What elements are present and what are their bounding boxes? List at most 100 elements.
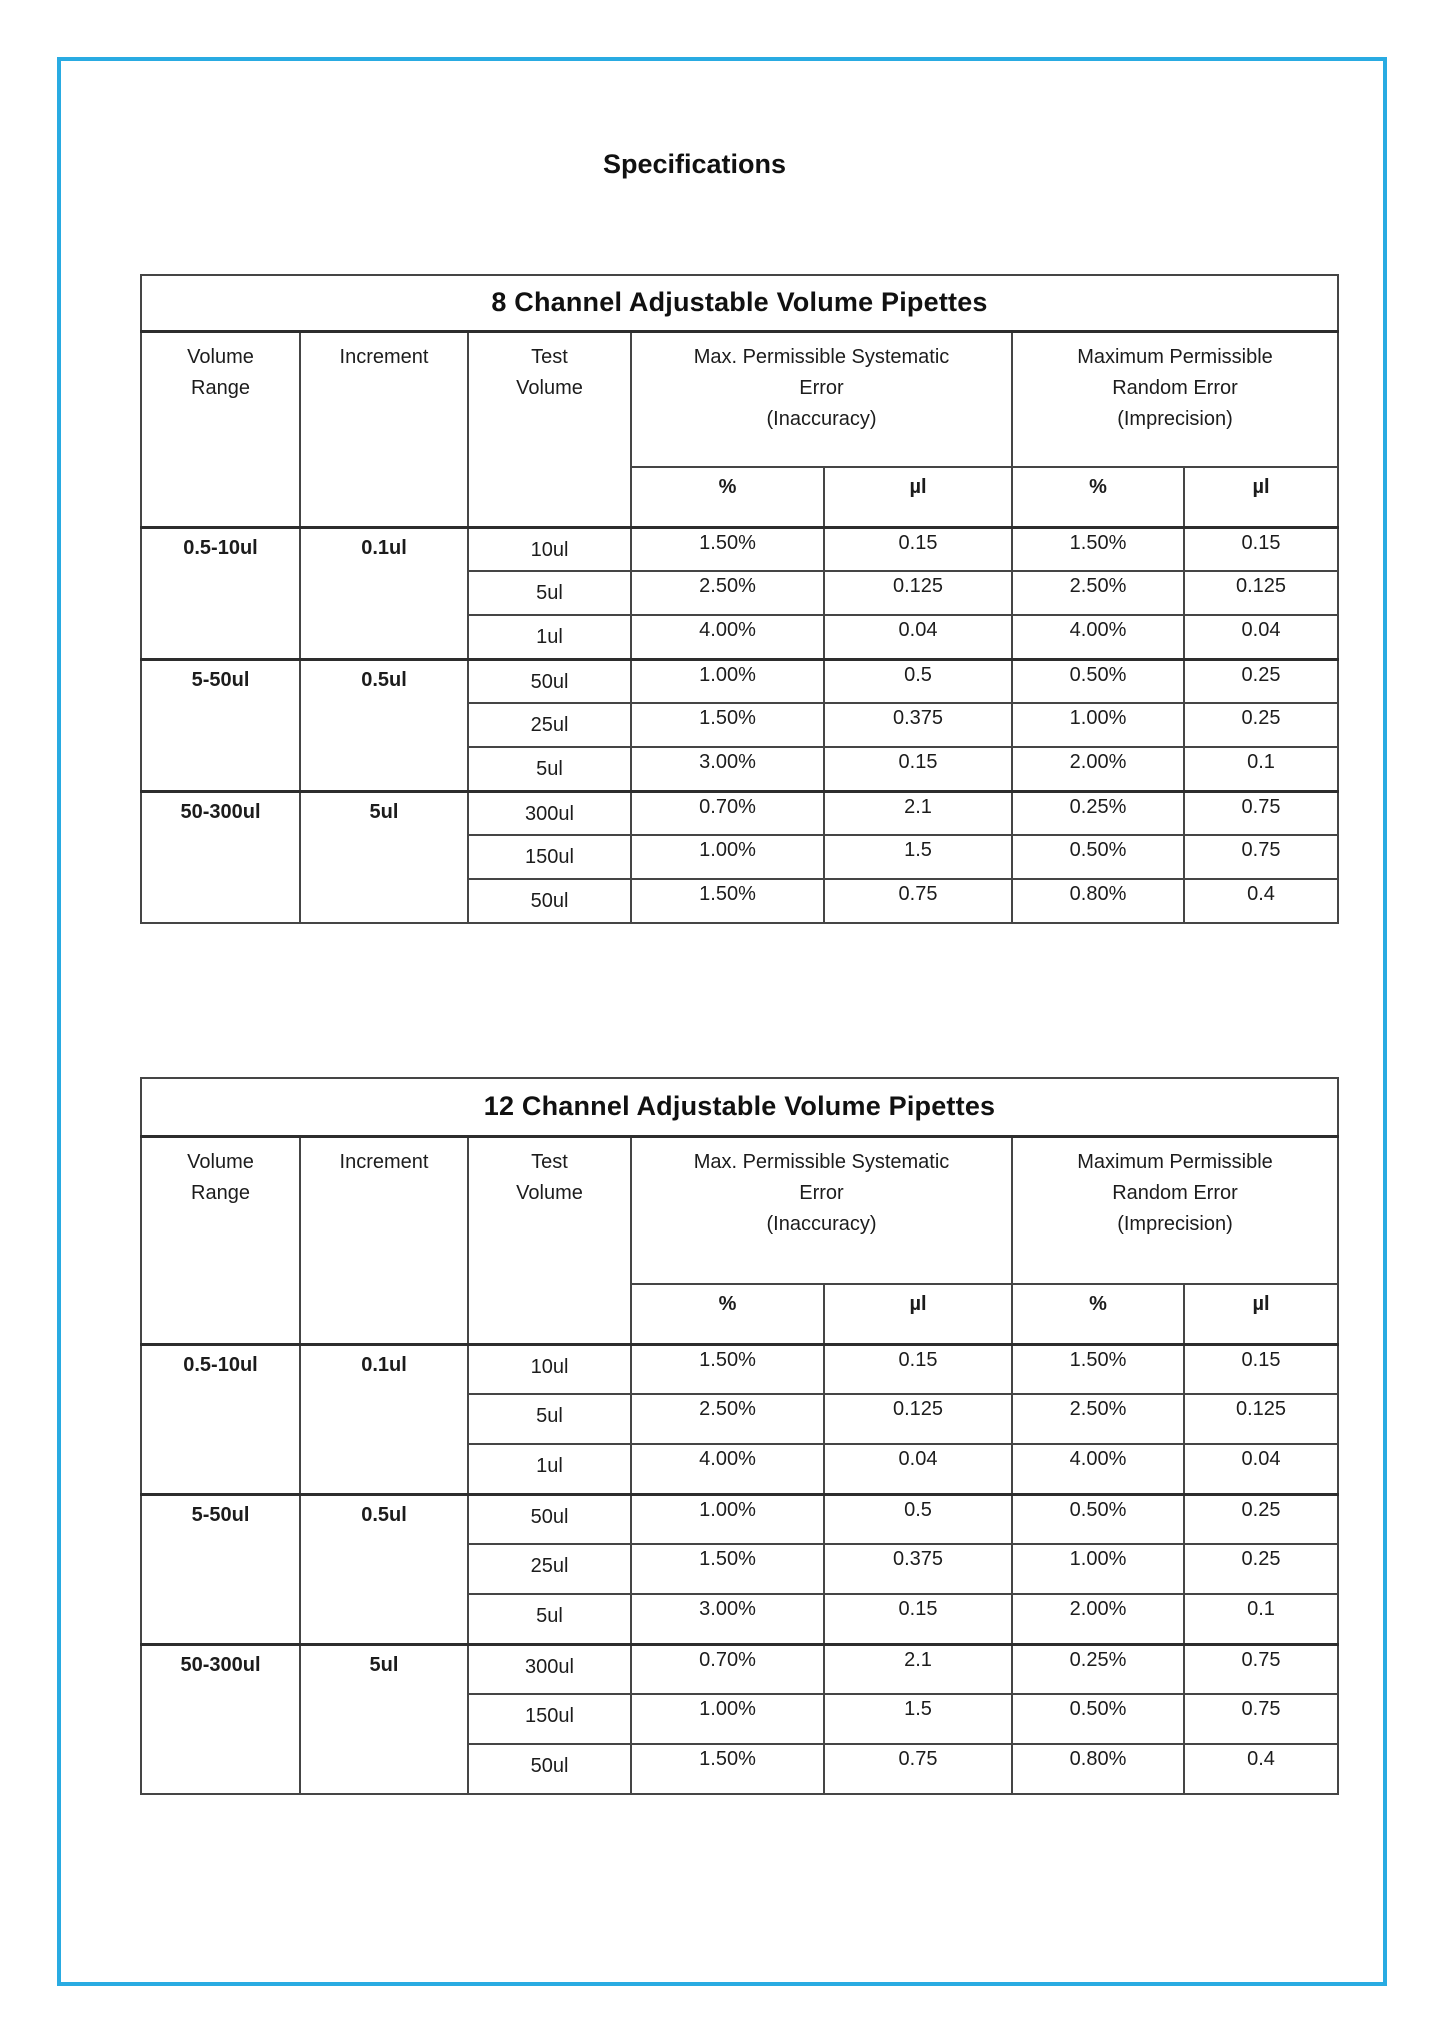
table-row: 50ul 1.50% 0.75 0.80% 0.4 xyxy=(141,878,1339,924)
volume-range-cell: 5-50ul xyxy=(140,657,301,792)
table-row: 5-50ul 0.5ul 50ul 1.00% 0.5 0.50% 0.25 xyxy=(140,1492,1339,1645)
rand-error-ul-cell: 0.125 xyxy=(1183,570,1339,616)
rand-error-ul-cell: 0.25 xyxy=(1183,702,1339,748)
col-header-volume-range: Volume Range xyxy=(140,1135,301,1345)
table-row: 0.5-10ul 0.1ul 10ul 1.50% 0.15 1.50% 0.15 xyxy=(140,525,1339,660)
rand-error-ul-cell: 0.25 xyxy=(1183,1543,1339,1595)
sys-error-pct-cell: 0.70% xyxy=(630,1642,825,1695)
rand-error-ul-cell: 0.15 xyxy=(1183,1342,1339,1395)
rand-error-pct-cell: 2.50% xyxy=(1011,1393,1185,1445)
test-volume-cell: 5ul xyxy=(467,1593,632,1645)
table-header-row: Volume Range Increment Test Volume Max. Per… xyxy=(140,330,1339,528)
sys-error-pct-cell: 3.00% xyxy=(630,1593,825,1645)
sys-error-pct-cell: 1.50% xyxy=(630,1342,825,1395)
sys-error-ul-cell: 0.15 xyxy=(823,746,1013,792)
rand-error-ul-cell: 0.4 xyxy=(1183,1743,1339,1795)
rand-error-ul-cell: 0.4 xyxy=(1183,878,1339,924)
col-header-increment: Increment xyxy=(299,1135,469,1345)
rand-error-pct-cell: 4.00% xyxy=(1011,614,1185,660)
rand-error-pct-cell: 0.25% xyxy=(1011,1642,1185,1695)
col-subheader-rand-microliter: µl xyxy=(1183,466,1339,528)
test-volume-cell: 1ul xyxy=(467,1443,632,1495)
rand-error-pct-cell: 0.50% xyxy=(1011,834,1185,880)
col-subheader-rand-microliter: µl xyxy=(1183,1283,1339,1345)
sys-error-ul-cell: 0.15 xyxy=(823,525,1013,572)
test-volume-cell: 10ul xyxy=(467,525,632,572)
table-subheader-row: % µl% µl xyxy=(141,466,1339,528)
sys-error-pct-cell: 1.50% xyxy=(630,702,825,748)
test-volume-cell: 50ul xyxy=(467,657,632,704)
sys-error-pct-cell: 3.00% xyxy=(630,746,825,792)
col-header-increment: Increment xyxy=(299,330,469,528)
increment-cell: 0.5ul xyxy=(299,1492,469,1645)
rand-error-ul-cell: 0.25 xyxy=(1183,657,1339,704)
sys-error-pct-cell: 1.00% xyxy=(630,1492,825,1545)
rand-error-pct-cell: 0.50% xyxy=(1011,1693,1185,1745)
test-volume-cell: 1ul xyxy=(467,614,632,660)
sys-error-pct-cell: 2.50% xyxy=(630,1393,825,1445)
sys-error-ul-cell: 0.5 xyxy=(823,1492,1013,1545)
sys-error-pct-cell: 1.00% xyxy=(630,834,825,880)
rand-error-ul-cell: 0.1 xyxy=(1183,746,1339,792)
test-volume-cell: 150ul xyxy=(467,834,632,880)
increment-cell: 5ul xyxy=(299,1642,469,1795)
table-row: 25ul 1.50% 0.375 1.00% 0.25 xyxy=(141,1543,1339,1595)
increment-cell: 5ul xyxy=(299,789,469,924)
rand-error-pct-cell: 2.00% xyxy=(1011,746,1185,792)
col-subheader-sys-microliter: µl xyxy=(823,1283,1013,1345)
sys-error-ul-cell: 0.375 xyxy=(823,1543,1013,1595)
rand-error-ul-cell: 0.04 xyxy=(1183,1443,1339,1495)
table-row: 5-50ul 0.5ul 50ul 1.00% 0.5 0.50% 0.25 xyxy=(140,657,1339,792)
col-subheader-sys-percent: % xyxy=(630,1283,825,1345)
test-volume-cell: 50ul xyxy=(467,1743,632,1795)
rand-error-pct-cell: 0.25% xyxy=(1011,789,1185,836)
increment-cell: 0.1ul xyxy=(299,525,469,660)
rand-error-pct-cell: 4.00% xyxy=(1011,1443,1185,1495)
sys-error-pct-cell: 1.00% xyxy=(630,657,825,704)
volume-range-cell: 5-50ul xyxy=(140,1492,301,1645)
col-subheader-sys-microliter: µl xyxy=(823,466,1013,528)
rand-error-pct-cell: 2.00% xyxy=(1011,1593,1185,1645)
table-row: 50-300ul 5ul 300ul 0.70% 2.1 0.25% 0.75 xyxy=(140,789,1339,924)
sys-error-pct-cell: 2.50% xyxy=(630,570,825,616)
table-header-row: Volume Range Increment Test Volume Max. Per… xyxy=(140,1135,1339,1345)
col-header-volume-range: Volume Range xyxy=(140,330,301,528)
col-header-random-error: Maximum Permissible Random Error (Imprec… xyxy=(1011,1135,1339,1285)
test-volume-cell: 5ul xyxy=(467,1393,632,1445)
sys-error-ul-cell: 0.125 xyxy=(823,1393,1013,1445)
volume-range-cell: 50-300ul xyxy=(140,1642,301,1795)
rand-error-pct-cell: 0.80% xyxy=(1011,878,1185,924)
sys-error-ul-cell: 0.375 xyxy=(823,702,1013,748)
increment-cell: 0.1ul xyxy=(299,1342,469,1495)
table-row: 5ul 2.50% 0.125 2.50% 0.125 xyxy=(141,1393,1339,1445)
test-volume-cell: 5ul xyxy=(467,746,632,792)
test-volume-cell: 50ul xyxy=(467,1492,632,1545)
page-title: Specifications xyxy=(602,149,787,179)
test-volume-cell: 50ul xyxy=(467,878,632,924)
sys-error-pct-cell: 1.50% xyxy=(630,878,825,924)
table-title: 8 Channel Adjustable Volume Pipettes xyxy=(140,274,1339,333)
col-header-test-volume: Test Volume xyxy=(467,1135,632,1345)
rand-error-pct-cell: 0.80% xyxy=(1011,1743,1185,1795)
sys-error-pct-cell: 1.00% xyxy=(630,1693,825,1745)
rand-error-ul-cell: 0.04 xyxy=(1183,614,1339,660)
table-title: 12 Channel Adjustable Volume Pipettes xyxy=(140,1077,1339,1138)
table-title-row: 8 Channel Adjustable Volume Pipettes xyxy=(140,274,1339,333)
table-row: 0.5-10ul 0.1ul 10ul 1.50% 0.15 1.50% 0.15 xyxy=(140,1342,1339,1495)
sys-error-pct-cell: 1.50% xyxy=(630,1743,825,1795)
table-row: 50-300ul 5ul 300ul 0.70% 2.1 0.25% 0.75 xyxy=(140,1642,1339,1795)
table-row: 50ul 1.50% 0.75 0.80% 0.4 xyxy=(141,1743,1339,1795)
sys-error-ul-cell: 0.125 xyxy=(823,570,1013,616)
table-row: 25ul 1.50% 0.375 1.00% 0.25 xyxy=(141,702,1339,748)
spec-table: 12 Channel Adjustable Volume Pipettes Vol… xyxy=(140,1077,1339,1795)
sys-error-ul-cell: 0.75 xyxy=(823,878,1013,924)
sys-error-pct-cell: 1.50% xyxy=(630,525,825,572)
sys-error-ul-cell: 1.5 xyxy=(823,834,1013,880)
rand-error-ul-cell: 0.25 xyxy=(1183,1492,1339,1545)
rand-error-pct-cell: 0.50% xyxy=(1011,1492,1185,1545)
table-row: 5ul 3.00% 0.15 2.00% 0.1 xyxy=(141,746,1339,792)
page-border-frame xyxy=(57,57,1387,1986)
increment-cell: 0.5ul xyxy=(299,657,469,792)
table-row: 1ul 4.00% 0.04 4.00% 0.04 xyxy=(141,614,1339,660)
